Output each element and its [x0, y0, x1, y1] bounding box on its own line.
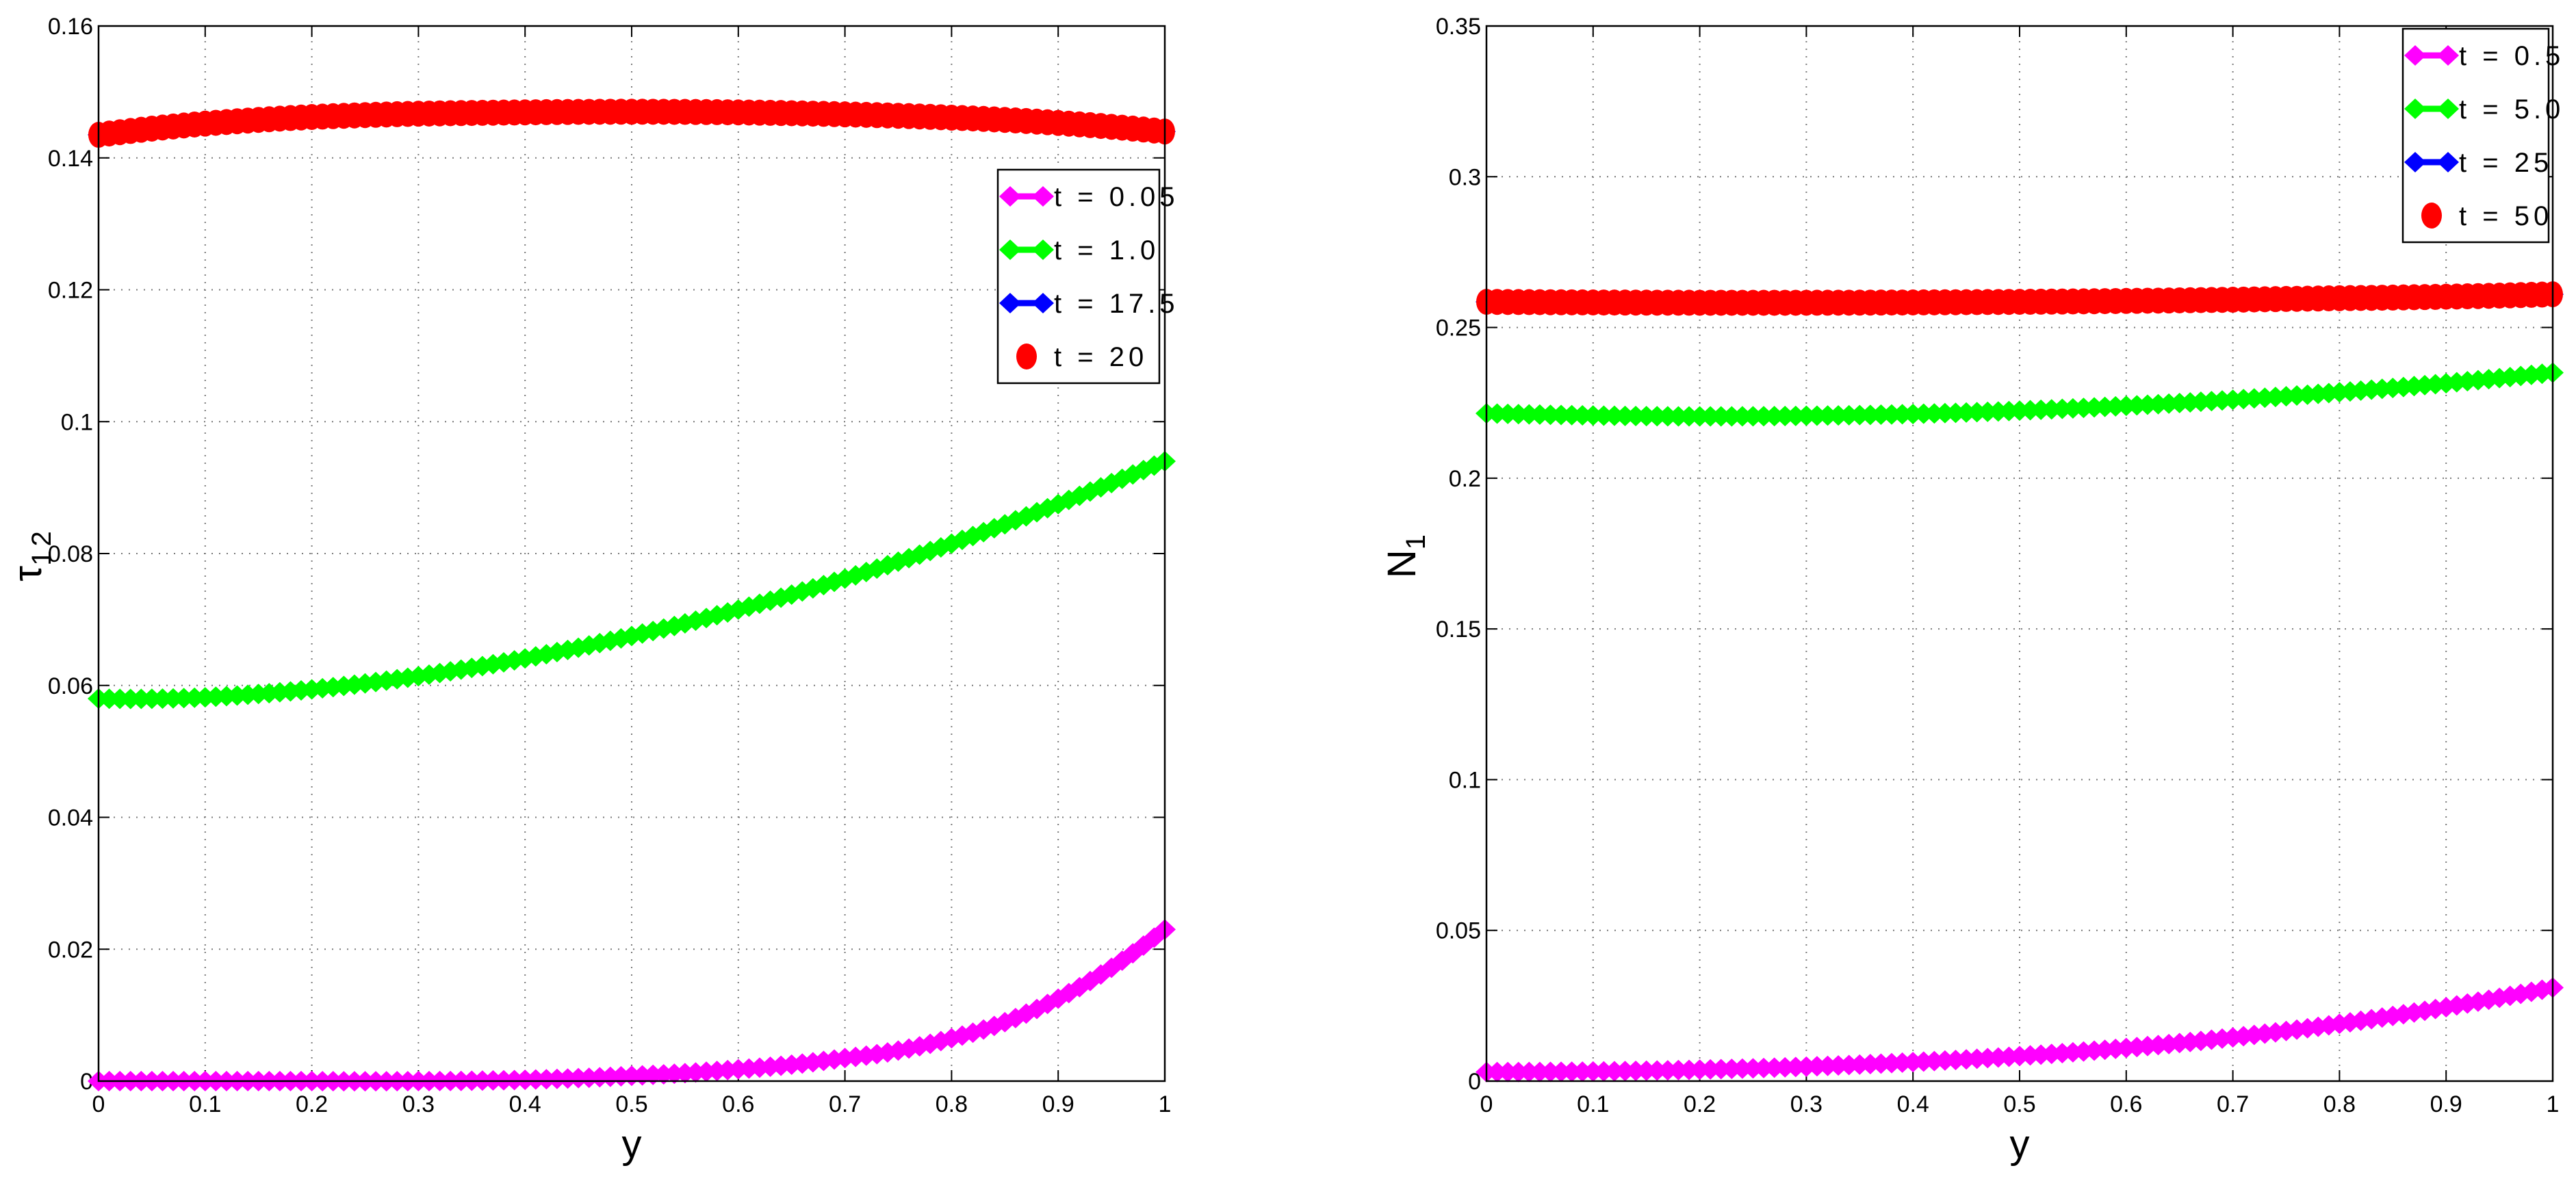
legend-marker: [2437, 45, 2459, 66]
x-tick-label: 0: [92, 1091, 105, 1117]
y-tick-label: 0.06: [48, 673, 93, 699]
legend-label: t = 20: [1054, 342, 1148, 372]
x-tick-label: 0.3: [1790, 1091, 1822, 1117]
x-tick-label: 0.8: [936, 1091, 968, 1117]
legend-marker: [999, 239, 1021, 260]
x-tick-label: 0.5: [2003, 1091, 2035, 1117]
legend-marker: [1032, 186, 1054, 207]
series-t-20: [88, 99, 1175, 148]
x-tick-label: 0.6: [722, 1091, 754, 1117]
x-tick-label: 0.8: [2323, 1091, 2356, 1117]
legend-marker: [1032, 293, 1054, 313]
legend-marker: [2404, 45, 2426, 66]
series-t-0-5: [1476, 977, 2564, 1082]
legend-label: t = 5.0: [2459, 94, 2564, 125]
y-tick-label: 0.12: [48, 278, 93, 304]
x-tick-label: 0.9: [2430, 1091, 2462, 1117]
legend-marker: [2404, 152, 2426, 172]
legend-marker: [999, 186, 1021, 207]
x-tick-label: 0: [1480, 1091, 1493, 1117]
series-t-50: [1476, 281, 2563, 316]
y-tick-label: 0.3: [1449, 164, 1481, 190]
legend-label: t = 25: [2459, 148, 2553, 178]
x-tick-label: 0.7: [2217, 1091, 2249, 1117]
x-tick-label: 1: [1159, 1091, 1172, 1117]
legend-marker: [2437, 152, 2459, 172]
legend-marker: [1016, 343, 1037, 369]
y-tick-label: 0.14: [48, 146, 93, 172]
y-tick-label: 0.35: [1436, 14, 1481, 40]
y-tick-label: 0.15: [1436, 617, 1481, 643]
x-tick-label: 0.1: [1577, 1091, 1609, 1117]
data-point: [333, 675, 355, 697]
legend-marker: [2421, 203, 2442, 229]
x-tick-label: 0.2: [1684, 1091, 1716, 1117]
y-tick-label: 0.1: [61, 409, 93, 435]
x-axis-label: y: [622, 1122, 642, 1167]
legend-label: t = 1.0: [1054, 235, 1159, 265]
legend-label: t = 0.05: [1054, 182, 1179, 212]
y-tick-label: 0: [1468, 1069, 1481, 1095]
y-tick-label: 0.05: [1436, 918, 1481, 944]
x-tick-label: 0.9: [1042, 1091, 1074, 1117]
legend: t = 0.5 t = 5.0 t = 25 t = 50: [2401, 27, 2564, 244]
legend-marker: [1032, 239, 1054, 260]
y-tick-label: 0.16: [48, 14, 93, 40]
x-tick-label: 0.2: [296, 1091, 328, 1117]
x-tick-label: 0.4: [509, 1091, 541, 1117]
y-tick-label: 0: [80, 1069, 93, 1095]
series-t-5-0: [1476, 362, 2564, 427]
n1-chart-panel: 0 0.1 0.2 0.3 0.4 0.5 0.6 0.7 0.8 0.9 1 0 0.05 0.1 0.1…: [1380, 14, 2564, 1167]
legend-marker: [2404, 99, 2426, 119]
legend-label: t = 50: [2459, 201, 2553, 231]
x-tick-label: 0.6: [2110, 1091, 2142, 1117]
y-tick-label: 0.04: [48, 805, 93, 831]
axes-frame: [97, 25, 1166, 1082]
x-tick-label: 0.4: [1897, 1091, 1929, 1117]
legend-marker: [999, 293, 1021, 313]
legend-label: t = 17.5: [1054, 289, 1179, 319]
axes-frame: [1485, 25, 2554, 1082]
x-tick-label: 0.1: [189, 1091, 221, 1117]
y-axis-label: N1: [1380, 530, 1431, 578]
legend: t = 0.05 t = 1.0 t = 17.5 t = 20: [996, 168, 1179, 385]
x-tick-label: 1: [2547, 1091, 2560, 1117]
series-t-1-0: [88, 451, 1176, 710]
x-axis-label: y: [2010, 1122, 2030, 1167]
tau12-chart-panel: 0 0.1 0.2 0.3 0.4 0.5 0.6 0.7 0.8 0.9 1 0 0.02 0.04 0.…: [5, 14, 1179, 1167]
y-axis-label: τ12: [5, 527, 57, 581]
y-tick-label: 0.08: [48, 541, 93, 567]
y-axis-label-main: N: [1380, 549, 1424, 578]
legend-marker: [2437, 99, 2459, 119]
y-axis-label-subscript: 12: [27, 527, 57, 566]
legend-label: t = 0.5: [2459, 41, 2564, 71]
y-tick-label: 0.02: [48, 937, 93, 963]
x-tick-label: 0.5: [615, 1091, 647, 1117]
y-tick-label: 0.25: [1436, 315, 1481, 341]
y-axis-label-subscript: 1: [1401, 530, 1431, 549]
x-tick-label: 0.3: [402, 1091, 435, 1117]
x-tick-label: 0.7: [829, 1091, 861, 1117]
y-tick-label: 0.1: [1449, 767, 1481, 793]
y-axis-label-main: τ: [5, 566, 50, 582]
y-tick-label: 0.2: [1449, 466, 1481, 492]
